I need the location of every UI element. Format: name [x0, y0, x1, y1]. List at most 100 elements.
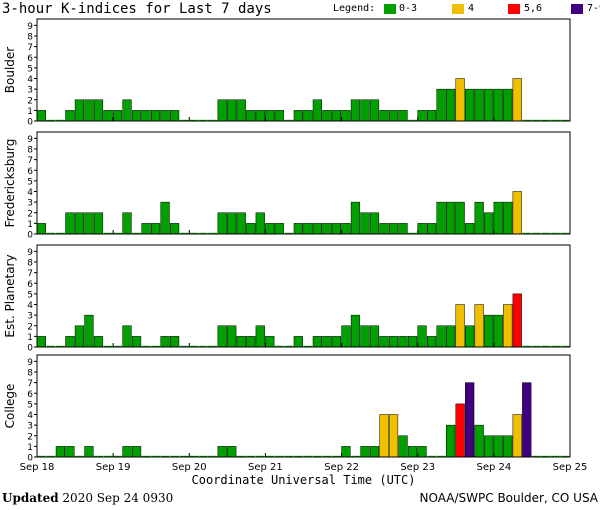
- bar-college-54: [550, 455, 560, 457]
- x-axis-label: Coordinate Universal Time (UTC): [192, 473, 416, 487]
- bar-boulder-30: [322, 110, 332, 122]
- legend-swatch-4: [452, 4, 464, 14]
- bar-college-31: [332, 455, 341, 457]
- bar-est-planetary-23: [255, 325, 265, 348]
- bar-est-planetary-36: [379, 336, 389, 348]
- legend-entry-0-3: 0-3: [399, 3, 418, 14]
- bar-est-planetary-22: [246, 336, 256, 348]
- y-tick-label: 4: [27, 411, 33, 421]
- chart-title: 3-hour K-indices for Last 7 days: [2, 1, 272, 17]
- y-tick-label: 0: [27, 231, 33, 241]
- bar-fredericksburg-30: [322, 223, 332, 235]
- bar-boulder-5: [84, 99, 94, 122]
- bar-est-planetary-29: [312, 336, 322, 348]
- bar-college-9: [122, 446, 132, 458]
- y-tick-label: 9: [27, 248, 33, 258]
- bar-fredericksburg-25: [274, 223, 284, 235]
- bar-fredericksburg-15: [179, 232, 189, 234]
- bar-fredericksburg-27: [293, 223, 303, 235]
- bar-fredericksburg-32: [341, 223, 351, 235]
- bar-college-32: [341, 446, 351, 458]
- bar-est-planetary-12: [151, 345, 160, 347]
- bar-fredericksburg-19: [217, 212, 227, 235]
- panel-label-est-planetary: Est. Planetary: [3, 254, 17, 337]
- bar-est-planetary-48: [493, 314, 503, 348]
- y-tick-label: 1: [27, 333, 33, 343]
- bar-boulder-10: [131, 110, 142, 122]
- bar-boulder-55: [560, 119, 570, 121]
- y-tick-label: 6: [27, 167, 33, 177]
- bar-est-planetary-18: [208, 345, 218, 347]
- bar-fredericksburg-26: [284, 232, 294, 234]
- bar-fredericksburg-16: [189, 232, 199, 234]
- bar-boulder-25: [274, 110, 284, 122]
- y-tick-label: 3: [27, 86, 33, 96]
- bar-fredericksburg-17: [198, 232, 208, 234]
- bar-est-planetary-16: [189, 345, 199, 347]
- y-tick-label: 8: [27, 369, 33, 379]
- bar-fredericksburg-9: [122, 212, 132, 235]
- y-tick-label: 7: [27, 156, 33, 166]
- bar-college-12: [151, 455, 160, 457]
- y-tick-label: 9: [27, 135, 33, 145]
- bar-est-planetary-44: [455, 304, 465, 348]
- bar-college-25: [274, 455, 284, 457]
- bar-est-planetary-3: [65, 336, 75, 348]
- bar-fredericksburg-4: [74, 212, 85, 235]
- legend-entry-7-9: 7-9: [587, 3, 600, 14]
- bar-est-planetary-32: [341, 325, 351, 348]
- bar-fredericksburg-34: [360, 212, 370, 235]
- y-tick-label: 1: [27, 443, 33, 453]
- bar-boulder-48: [493, 88, 503, 122]
- panel-label-boulder: Boulder: [3, 47, 17, 94]
- bar-est-planetary-19: [217, 325, 227, 348]
- bar-fredericksburg-42: [436, 201, 446, 235]
- bar-est-planetary-54: [550, 345, 560, 347]
- bar-college-44: [455, 403, 465, 458]
- bar-est-planetary-13: [160, 336, 170, 348]
- panel-label-college: College: [3, 384, 17, 429]
- bar-fredericksburg-45: [465, 223, 475, 235]
- bar-boulder-47: [484, 88, 494, 122]
- bar-college-6: [94, 455, 103, 457]
- bar-boulder-15: [179, 119, 189, 121]
- bar-fredericksburg-54: [550, 232, 560, 234]
- bar-college-47: [484, 435, 494, 458]
- bar-boulder-43: [446, 88, 456, 122]
- bar-fredericksburg-40: [417, 223, 427, 235]
- bar-fredericksburg-12: [150, 223, 161, 235]
- bar-boulder-46: [474, 88, 484, 122]
- y-tick-label: 2: [27, 432, 33, 442]
- y-tick-label: 7: [27, 43, 33, 53]
- bar-est-planetary-10: [131, 336, 142, 348]
- bar-boulder-39: [408, 119, 417, 121]
- x-tick-label: Sep 22: [324, 462, 359, 473]
- bar-fredericksburg-53: [541, 232, 551, 234]
- x-tick-label: Sep 23: [400, 462, 435, 473]
- bar-boulder-35: [369, 99, 380, 122]
- bar-est-planetary-20: [227, 325, 237, 348]
- bar-college-4: [75, 455, 84, 457]
- bar-est-planetary-49: [503, 304, 513, 348]
- bar-college-18: [208, 455, 218, 457]
- bar-fredericksburg-50: [512, 191, 522, 235]
- legend-entry-5-6: 5,6: [524, 3, 543, 14]
- legend-swatch-0-3: [384, 4, 396, 14]
- y-tick-label: 6: [27, 54, 33, 64]
- bar-boulder-45: [465, 88, 475, 122]
- bar-boulder-33: [350, 99, 361, 122]
- bar-est-planetary-53: [541, 345, 551, 347]
- bar-est-planetary-40: [417, 325, 427, 348]
- bar-college-24: [265, 455, 275, 457]
- y-tick-label: 8: [27, 146, 33, 156]
- y-tick-label: 5: [27, 400, 33, 410]
- bar-college-26: [284, 455, 294, 457]
- bar-boulder-28: [303, 110, 313, 122]
- bar-fredericksburg-3: [65, 212, 75, 235]
- panel-frame: [36, 18, 571, 122]
- y-tick-label: 1: [27, 220, 33, 230]
- bar-boulder-8: [112, 110, 123, 122]
- bar-boulder-44: [455, 78, 465, 122]
- bar-fredericksburg-24: [265, 223, 275, 235]
